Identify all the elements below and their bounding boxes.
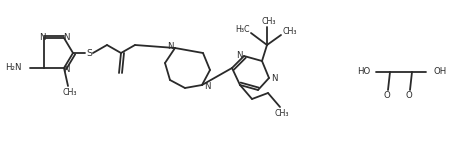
Text: CH₃: CH₃ [63,88,77,96]
Text: N: N [235,51,242,60]
Text: N: N [39,32,45,41]
Text: H₂N: H₂N [5,63,22,72]
Text: N: N [63,64,69,73]
Text: S: S [86,48,92,57]
Text: O: O [405,92,411,100]
Text: CH₃: CH₃ [282,27,297,36]
Text: N: N [63,32,69,41]
Text: H₃C: H₃C [235,24,250,33]
Text: CH₃: CH₃ [261,16,276,25]
Text: O: O [383,92,389,100]
Text: N: N [167,41,173,51]
Text: OH: OH [433,67,446,76]
Text: HO: HO [356,67,369,76]
Text: N: N [203,81,210,91]
Text: CH₃: CH₃ [274,108,288,117]
Text: N: N [270,73,277,83]
